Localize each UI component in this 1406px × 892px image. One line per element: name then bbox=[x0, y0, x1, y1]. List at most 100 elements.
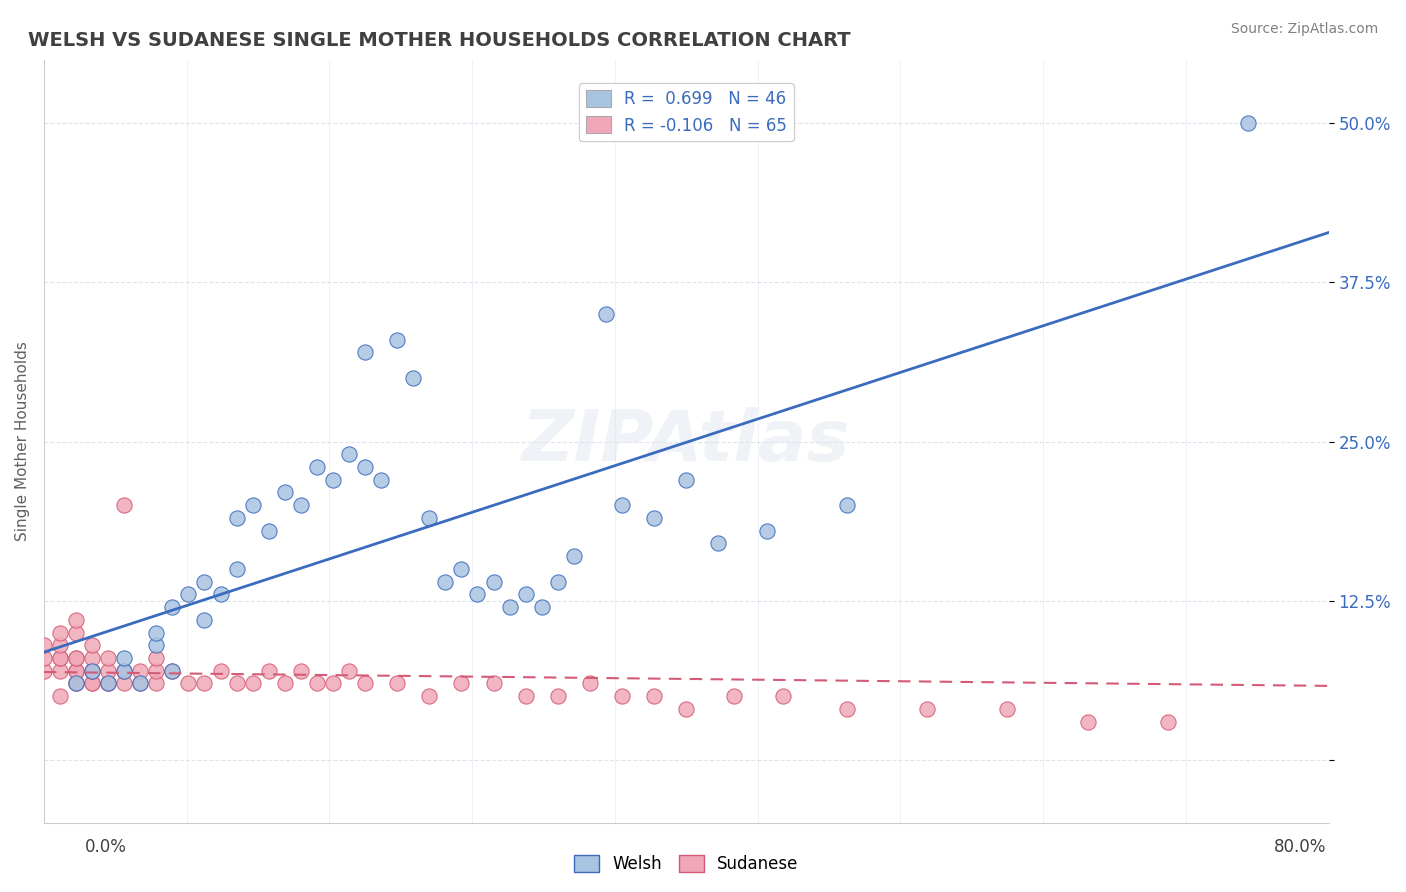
Point bbox=[402, 371, 425, 385]
Point bbox=[97, 651, 120, 665]
Point bbox=[65, 613, 87, 627]
Point bbox=[643, 511, 665, 525]
Point bbox=[755, 524, 778, 538]
Point bbox=[112, 664, 135, 678]
Point bbox=[49, 625, 72, 640]
Point bbox=[675, 473, 697, 487]
Point bbox=[515, 689, 537, 703]
Point bbox=[610, 689, 633, 703]
Point bbox=[290, 498, 312, 512]
Point bbox=[80, 664, 103, 678]
Point bbox=[145, 625, 167, 640]
Point bbox=[65, 676, 87, 690]
Point bbox=[915, 702, 938, 716]
Point bbox=[643, 689, 665, 703]
Point bbox=[707, 536, 730, 550]
Point bbox=[562, 549, 585, 563]
Point bbox=[305, 676, 328, 690]
Point bbox=[65, 651, 87, 665]
Point bbox=[112, 676, 135, 690]
Point bbox=[209, 664, 232, 678]
Point bbox=[337, 447, 360, 461]
Point bbox=[49, 651, 72, 665]
Point bbox=[112, 664, 135, 678]
Point bbox=[80, 676, 103, 690]
Text: ZIPAtlas: ZIPAtlas bbox=[522, 407, 851, 476]
Point bbox=[129, 676, 152, 690]
Point bbox=[547, 574, 569, 589]
Point bbox=[162, 600, 184, 615]
Point bbox=[418, 689, 440, 703]
Point bbox=[145, 676, 167, 690]
Point bbox=[112, 498, 135, 512]
Point bbox=[225, 676, 247, 690]
Point bbox=[129, 664, 152, 678]
Point bbox=[1237, 116, 1260, 130]
Point bbox=[835, 702, 858, 716]
Point bbox=[65, 676, 87, 690]
Point bbox=[193, 676, 215, 690]
Point bbox=[242, 676, 264, 690]
Point bbox=[547, 689, 569, 703]
Point bbox=[354, 460, 377, 475]
Point bbox=[274, 676, 297, 690]
Point bbox=[177, 587, 200, 601]
Point bbox=[723, 689, 745, 703]
Text: WELSH VS SUDANESE SINGLE MOTHER HOUSEHOLDS CORRELATION CHART: WELSH VS SUDANESE SINGLE MOTHER HOUSEHOL… bbox=[28, 31, 851, 50]
Point bbox=[610, 498, 633, 512]
Point bbox=[515, 587, 537, 601]
Point bbox=[467, 587, 489, 601]
Point bbox=[257, 524, 280, 538]
Point bbox=[97, 676, 120, 690]
Point bbox=[274, 485, 297, 500]
Point bbox=[290, 664, 312, 678]
Point bbox=[32, 664, 55, 678]
Point bbox=[145, 651, 167, 665]
Point bbox=[225, 562, 247, 576]
Legend: R =  0.699   N = 46, R = -0.106   N = 65: R = 0.699 N = 46, R = -0.106 N = 65 bbox=[579, 83, 793, 141]
Point bbox=[482, 574, 505, 589]
Point bbox=[65, 664, 87, 678]
Point bbox=[772, 689, 794, 703]
Point bbox=[193, 613, 215, 627]
Point bbox=[387, 676, 409, 690]
Point bbox=[530, 600, 553, 615]
Point bbox=[434, 574, 457, 589]
Point bbox=[129, 676, 152, 690]
Point bbox=[32, 638, 55, 652]
Point bbox=[80, 664, 103, 678]
Point bbox=[49, 664, 72, 678]
Point bbox=[65, 625, 87, 640]
Point bbox=[112, 651, 135, 665]
Point bbox=[450, 676, 472, 690]
Point bbox=[162, 664, 184, 678]
Point bbox=[209, 587, 232, 601]
Point bbox=[162, 664, 184, 678]
Point bbox=[387, 333, 409, 347]
Point bbox=[305, 460, 328, 475]
Point bbox=[322, 473, 344, 487]
Point bbox=[1157, 714, 1180, 729]
Point bbox=[49, 651, 72, 665]
Point bbox=[225, 511, 247, 525]
Point bbox=[49, 689, 72, 703]
Point bbox=[80, 676, 103, 690]
Point bbox=[257, 664, 280, 678]
Point bbox=[675, 702, 697, 716]
Point bbox=[595, 307, 617, 321]
Point bbox=[498, 600, 520, 615]
Point bbox=[450, 562, 472, 576]
Point bbox=[354, 345, 377, 359]
Point bbox=[80, 651, 103, 665]
Point bbox=[65, 651, 87, 665]
Point bbox=[80, 638, 103, 652]
Point bbox=[835, 498, 858, 512]
Text: 80.0%: 80.0% bbox=[1274, 838, 1327, 855]
Point bbox=[242, 498, 264, 512]
Y-axis label: Single Mother Households: Single Mother Households bbox=[15, 342, 30, 541]
Point bbox=[97, 676, 120, 690]
Point bbox=[370, 473, 392, 487]
Point bbox=[32, 651, 55, 665]
Point bbox=[97, 676, 120, 690]
Point bbox=[97, 664, 120, 678]
